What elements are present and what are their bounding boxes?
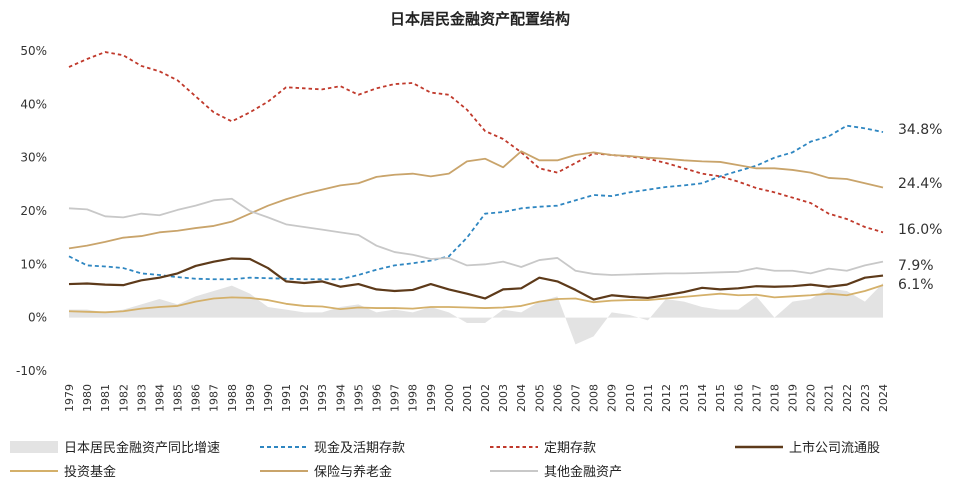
x-tick-label: 1979	[63, 384, 76, 412]
x-tick-label: 1988	[226, 384, 239, 412]
end-value-label: 24.4%	[898, 176, 942, 192]
line-series-4	[68, 150, 884, 250]
x-tick-label: 1994	[334, 384, 347, 412]
legend-label: 投资基金	[64, 464, 116, 480]
x-tick-label: 2012	[660, 384, 673, 412]
x-tick-label: 2020	[805, 384, 818, 412]
x-tick-label: 2009	[606, 384, 619, 412]
end-value-label: 16.0%	[898, 222, 942, 238]
legend-label: 现金及活期存款	[314, 440, 405, 456]
y-tick-label: -10%	[16, 364, 47, 378]
x-tick-label: 2007	[569, 384, 582, 412]
x-tick-label: 2006	[551, 384, 564, 412]
area-series-growth	[69, 283, 883, 345]
legend-label: 其他金融资产	[544, 464, 622, 480]
x-tick-label: 1987	[208, 384, 221, 412]
x-tick-label: 1984	[153, 384, 166, 412]
x-tick-label: 2024	[877, 384, 890, 412]
legend-swatch	[10, 441, 58, 453]
legend-label: 定期存款	[544, 441, 596, 456]
x-tick-label: 2021	[823, 384, 836, 412]
end-value-label: 7.9%	[898, 258, 934, 274]
y-tick-label: 30%	[20, 151, 47, 165]
x-tick-label: 1996	[371, 384, 384, 412]
x-tick-label: 2002	[479, 384, 492, 412]
x-tick-label: 2023	[859, 384, 872, 412]
x-tick-label: 2018	[768, 384, 781, 412]
chart-title: 日本居民金融资产配置结构	[390, 10, 570, 28]
x-tick-label: 2022	[841, 384, 854, 412]
legend-item: 日本居民金融资产同比增速	[10, 440, 220, 456]
x-tick-label: 2011	[642, 384, 655, 412]
x-tick-label: 2003	[497, 384, 510, 412]
y-tick-label: 10%	[20, 257, 47, 271]
x-tick-label: 1995	[352, 384, 365, 412]
legend-item: 保险与养老金	[260, 464, 392, 480]
legend-item: 其他金融资产	[490, 464, 622, 480]
x-tick-label: 1989	[244, 384, 257, 412]
x-tick-label: 2005	[533, 384, 546, 412]
legend-label: 上市公司流通股	[789, 440, 880, 456]
legend-item: 投资基金	[10, 464, 116, 480]
line-series-0	[68, 124, 884, 281]
x-tick-label: 2013	[678, 384, 691, 412]
line-series-1	[68, 51, 884, 234]
legend-label: 保险与养老金	[314, 464, 392, 480]
x-tick-label: 1981	[99, 384, 112, 412]
x-tick-label: 1985	[172, 384, 185, 412]
end-value-label: 6.1%	[898, 277, 934, 293]
x-tick-label: 2000	[443, 384, 456, 412]
x-tick-label: 2001	[461, 384, 474, 412]
x-tick-label: 2008	[588, 384, 601, 412]
x-tick-label: 1992	[298, 384, 311, 412]
x-tick-label: 2010	[624, 384, 637, 412]
x-tick-label: 1999	[425, 384, 438, 412]
x-tick-label: 2004	[515, 384, 528, 412]
y-tick-label: 20%	[20, 204, 47, 218]
y-tick-label: 40%	[20, 97, 47, 111]
x-tick-label: 1982	[117, 384, 130, 412]
x-tick-label: 1986	[190, 384, 203, 412]
x-tick-label: 1990	[262, 384, 275, 412]
legend-item: 现金及活期存款	[260, 440, 405, 456]
line-series-2	[68, 257, 884, 301]
line-series-3	[68, 284, 884, 314]
legend-label: 日本居民金融资产同比增速	[64, 440, 220, 456]
x-tick-label: 1993	[316, 384, 329, 412]
y-tick-label: 50%	[20, 44, 47, 58]
legend-item: 定期存款	[490, 441, 596, 456]
x-tick-label: 2016	[732, 384, 745, 412]
x-tick-label: 2019	[787, 384, 800, 412]
x-tick-label: 2014	[696, 384, 709, 412]
x-tick-label: 1983	[135, 384, 148, 412]
line-series-5	[68, 197, 884, 276]
y-tick-label: 0%	[28, 311, 47, 325]
x-tick-label: 1991	[280, 384, 293, 412]
x-tick-label: 1997	[389, 384, 402, 412]
legend-item: 上市公司流通股	[735, 440, 880, 456]
x-tick-label: 1998	[407, 384, 420, 412]
x-tick-label: 1980	[81, 384, 94, 412]
x-tick-label: 2015	[714, 384, 727, 412]
end-value-label: 34.8%	[898, 122, 942, 138]
x-tick-label: 2017	[750, 384, 763, 412]
